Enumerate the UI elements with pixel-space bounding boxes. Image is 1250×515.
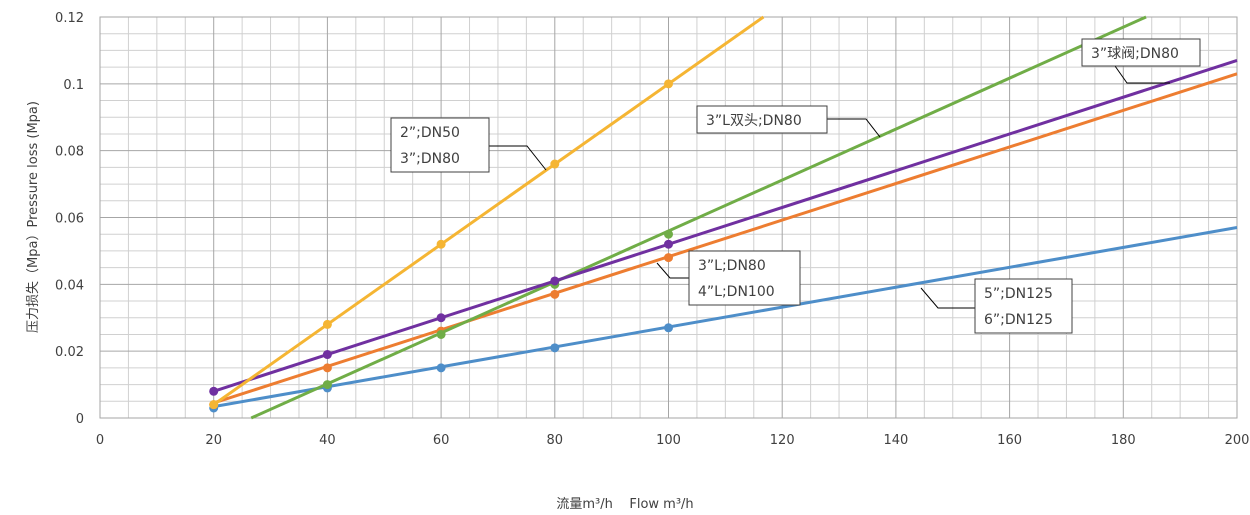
callout-box [688,250,801,306]
data-point [322,319,332,329]
callout-label: 3”球阀;DN80 [1091,46,1179,62]
callout-2: 3”L双头;DN80 [696,105,881,138]
data-point [550,276,560,286]
callout-label: 5”;DN125 [984,286,1053,302]
callout-label: 6”;DN125 [984,312,1053,328]
callout-label: 2”;DN50 [400,125,460,141]
series-1 [209,226,1238,413]
x-tick-label: 140 [883,433,908,448]
x-axis-title: 流量m³/h Flow m³/h [556,497,693,512]
data-point [664,253,673,263]
y-tick-label: 0.12 [55,11,84,26]
data-point [322,350,332,360]
series-3 [209,59,1238,396]
x-tick-label: 180 [1111,433,1136,448]
data-point [664,79,673,89]
data-point [664,239,673,249]
y-tick-label: 0.04 [55,278,84,293]
plot-border [99,16,1238,419]
y-tick-label: 0.1 [63,78,84,93]
callout-5: 5”;DN125 6”;DN125 [920,278,1073,334]
series-line [250,15,1147,420]
callout-leader [489,145,547,171]
x-tick-label: 200 [1225,433,1250,448]
x-tick-label: 100 [656,433,681,448]
callout-label: 3”L双头;DN80 [706,113,802,129]
callout-4: 3”L;DN80 4”L;DN100 [656,250,801,306]
data-point [209,400,219,410]
x-tick-label: 120 [770,433,795,448]
callout-label: 4”L;DN100 [698,284,775,300]
data-point [436,313,446,323]
y-tick-label: 0.02 [55,345,84,360]
data-point [550,343,560,353]
data-point [322,363,332,373]
callout-leader [920,287,975,309]
tick-labels: 0 20 40 60 80 100 120 140 160 180 200 0 0.02 0.04 0.06… [55,11,1249,448]
y-tick-label: 0.08 [55,145,84,160]
callout-layer: 3”球阀;DN80 3”L双头;DN80 2”;DN50 3”;DN80 3”L;DN8… [390,38,1201,334]
callout-1: 3”球阀;DN80 [1081,38,1201,84]
data-point [550,159,560,169]
callout-label: 3”;DN80 [400,151,460,167]
callout-3: 2”;DN50 3”;DN80 [390,117,547,173]
series-line [213,59,1238,393]
data-point [436,239,446,249]
series-line [213,72,1238,405]
y-tick-label: 0 [76,412,84,427]
callout-leader [656,262,689,279]
data-point [664,229,673,239]
x-tick-label: 160 [997,433,1022,448]
callout-box [696,105,828,134]
x-tick-label: 20 [205,433,222,448]
callout-leader [1114,65,1170,84]
data-point [436,329,446,339]
data-point [436,363,446,373]
series-line [213,226,1238,409]
x-tick-label: 0 [96,433,104,448]
series-layer [209,15,1238,420]
callout-box [390,117,490,173]
y-axis-title: 压力损失（Mpa）Pressure loss (Mpa) [26,101,41,333]
x-tick-label: 40 [319,433,336,448]
callout-leader [827,118,881,138]
callout-box [974,278,1073,334]
data-point [209,386,219,396]
y-tick-label: 0.06 [55,212,84,227]
x-tick-label: 60 [433,433,450,448]
series-5 [209,15,765,410]
callout-label: 3”L;DN80 [698,258,766,274]
callout-box [1081,38,1201,67]
data-point [664,323,673,333]
data-point [322,380,332,390]
x-tick-label: 80 [547,433,564,448]
data-point [550,289,560,299]
